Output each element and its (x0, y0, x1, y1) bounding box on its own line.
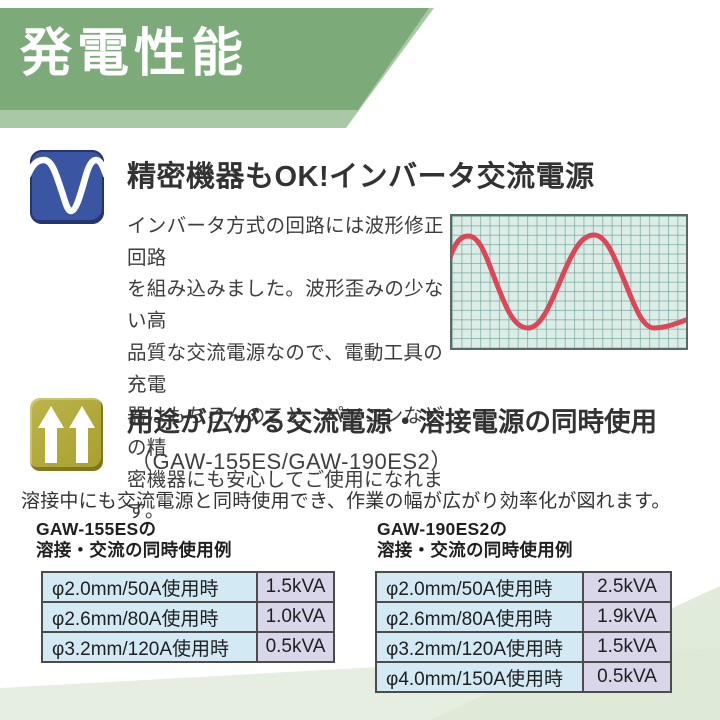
spec-cell: φ2.0mm/50A使用時 (375, 571, 584, 603)
section-dual-use-intro: 溶接中にも交流電源と同時使用でき、作業の幅が広がり効率化が図れます。 (21, 491, 671, 512)
table-row: φ3.2mm/120A使用時 0.5kVA (41, 631, 335, 663)
table-row: φ2.6mm/80A使用時 1.9kVA (375, 601, 672, 633)
value-cell: 1.9kVA (582, 601, 672, 633)
model-names: （GAW-155ES/GAW-190ES2） (130, 449, 453, 474)
value-cell: 1.0kVA (256, 601, 335, 633)
section-dual-use-heading: 用途が広がる交流電源・溶接電源の同時使用 (127, 407, 657, 437)
table-row: φ4.0mm/150A使用時 0.5kVA (375, 661, 672, 693)
spec-cell: φ2.6mm/80A使用時 (375, 601, 584, 633)
table-row: φ3.2mm/120A使用時 1.5kVA (375, 631, 672, 663)
spec-cell: φ3.2mm/120A使用時 (41, 631, 258, 663)
spec-cell: φ3.2mm/120A使用時 (375, 631, 584, 663)
value-cell: 0.5kVA (582, 661, 672, 693)
sine-wave-icon (30, 150, 104, 224)
table-row: φ2.6mm/80A使用時 1.0kVA (41, 601, 335, 633)
page-title: 発電性能 (20, 25, 249, 83)
spec-cell: φ2.6mm/80A使用時 (41, 601, 258, 633)
spec-cell: φ2.0mm/50A使用時 (41, 571, 258, 603)
sine-wave-plot (452, 232, 686, 331)
value-cell: 2.5kVA (582, 571, 672, 603)
usage-table-gaw155es: φ2.0mm/50A使用時 1.5kVA φ2.6mm/80A使用時 1.0kVA φ3… (41, 571, 335, 663)
value-cell: 1.5kVA (582, 631, 672, 663)
table-row: φ2.0mm/50A使用時 1.5kVA (41, 571, 335, 603)
section-inverter-body: インバータ方式の回路には波形修正回路 を組み込みました。波形歪みの少ない高 品質… (127, 215, 444, 523)
table-title-gaw155es: GAW-155ESの 溶接・交流の同時使用例 (36, 519, 232, 560)
waveform-figure (450, 214, 688, 350)
double-up-arrow-icon (30, 398, 103, 471)
value-cell: 1.5kVA (256, 571, 335, 603)
table-title-gaw190es2: GAW-190ES2の 溶接・交流の同時使用例 (377, 519, 573, 560)
value-cell: 0.5kVA (256, 631, 335, 663)
header-banner (0, 8, 434, 128)
spec-cell: φ4.0mm/150A使用時 (375, 661, 584, 693)
section-inverter-heading: 精密機器もOK!インバータ交流電源 (127, 161, 595, 193)
table-row: φ2.0mm/50A使用時 2.5kVA (375, 571, 672, 603)
usage-table-gaw190es2: φ2.0mm/50A使用時 2.5kVA φ2.6mm/80A使用時 1.9kVA φ3… (375, 571, 672, 693)
